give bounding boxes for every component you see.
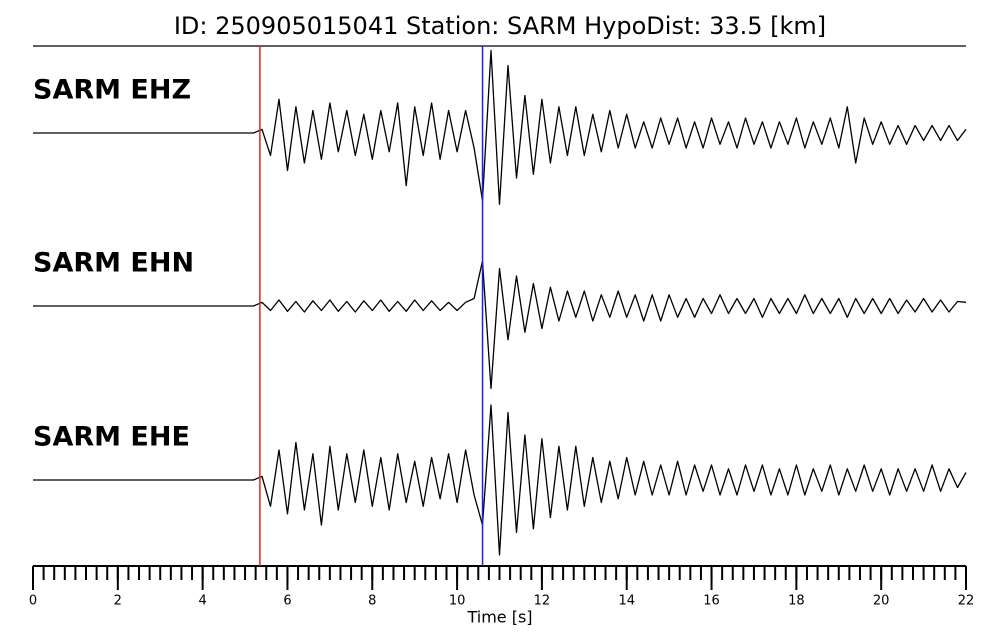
x-axis-label: Time [s] [466,608,532,627]
waveform [33,404,967,556]
x-tick-label: 4 [198,594,206,609]
x-tick-label: 0 [29,594,37,609]
x-tick-label: 2 [114,594,122,609]
x-tick-label: 10 [449,594,466,609]
x-tick-label: 22 [958,594,975,609]
waveform [33,49,967,205]
x-tick-label: 12 [534,594,551,609]
waveform [33,260,967,390]
trace-label: SARM EHN [33,248,194,279]
x-tick-label: 8 [368,594,376,609]
trace-label: SARM EHZ [33,75,191,106]
x-tick-label: 6 [283,594,291,609]
x-tick-label: 14 [618,594,635,609]
x-tick-label: 16 [703,594,720,609]
chart-title: ID: 250905015041 Station: SARM HypoDist:… [174,12,826,40]
trace-label: SARM EHE [33,422,190,453]
x-tick-label: 18 [788,594,805,609]
x-tick-label: 20 [873,594,890,609]
